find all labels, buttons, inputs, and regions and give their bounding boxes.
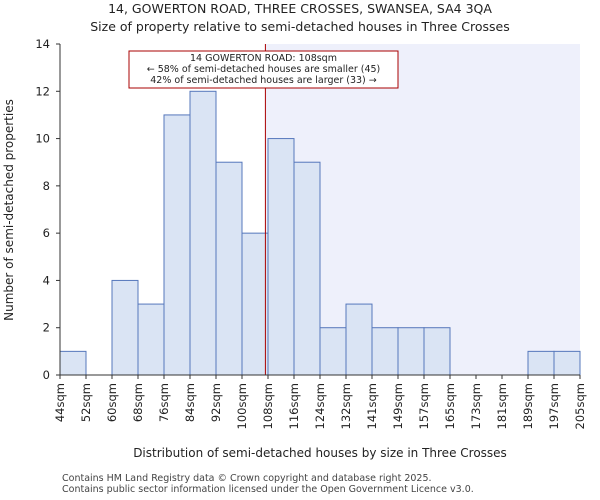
- annotation-box: 14 GOWERTON ROAD: 108sqm ← 58% of semi-d…: [128, 50, 399, 89]
- annotation-frame: [128, 50, 399, 89]
- x-tick-label: 68sqm: [131, 383, 145, 422]
- y-tick-label: 8: [43, 179, 50, 193]
- annotation-line: ← 58% of semi-detached houses are smalle…: [147, 64, 381, 75]
- bar: [267, 138, 295, 376]
- bar: [319, 327, 347, 376]
- x-tick-label: 100sqm: [235, 383, 249, 429]
- x-tick-label: 84sqm: [183, 383, 197, 422]
- footer-copyright: Contains HM Land Registry data © Crown c…: [62, 473, 432, 484]
- y-tick-label: 4: [43, 273, 50, 287]
- y-tick-label: 12: [35, 84, 50, 98]
- x-tick-label: 60sqm: [105, 383, 119, 422]
- x-tick-label: 189sqm: [521, 383, 535, 429]
- y-ticks: 0 2 4 6 8 10 12 14: [35, 37, 60, 382]
- bar: [215, 161, 243, 376]
- chart-subtitle: Size of property relative to semi-detach…: [90, 19, 510, 34]
- bar: [553, 350, 581, 376]
- x-tick-label: 116sqm: [287, 383, 301, 429]
- x-tick-label: 44sqm: [53, 383, 67, 422]
- x-tick-label: 92sqm: [209, 383, 223, 422]
- bar: [371, 327, 399, 376]
- x-tick-label: 165sqm: [443, 383, 457, 429]
- x-tick-label: 124sqm: [313, 383, 327, 429]
- annotation-line: 14 GOWERTON ROAD: 108sqm: [190, 53, 337, 64]
- x-tick-label: 205sqm: [573, 383, 587, 429]
- y-tick-label: 6: [43, 226, 50, 240]
- bar: [423, 327, 451, 376]
- y-tick-label: 0: [43, 368, 50, 382]
- x-tick-label: 173sqm: [469, 383, 483, 429]
- bar: [163, 114, 191, 376]
- y-tick-label: 2: [43, 321, 50, 335]
- y-axis-label: Number of semi-detached properties: [2, 99, 16, 321]
- bar: [189, 90, 217, 376]
- bar: [345, 303, 373, 376]
- x-tick-label: 76sqm: [157, 383, 171, 422]
- footer-licence: Contains public sector information licen…: [62, 484, 474, 495]
- bar: [397, 327, 425, 376]
- x-ticks: 44sqm 52sqm 60sqm 68sqm 76sqm 84sqm 92sqm 100sq…: [53, 375, 587, 429]
- y-tick-label: 14: [35, 37, 50, 51]
- annotation-line: 42% of semi-detached houses are larger (…: [150, 75, 377, 86]
- x-tick-label: 149sqm: [391, 383, 405, 429]
- x-tick-label: 52sqm: [79, 383, 93, 422]
- bar: [241, 232, 269, 376]
- bar: [293, 161, 321, 376]
- x-axis-label: Distribution of semi-detached houses by …: [133, 446, 507, 460]
- bar: [111, 279, 139, 376]
- bars: [59, 90, 581, 376]
- bar: [527, 350, 555, 376]
- x-tick-label: 181sqm: [495, 383, 509, 429]
- x-tick-label: 157sqm: [417, 383, 431, 429]
- x-tick-label: 141sqm: [365, 383, 379, 429]
- bar: [59, 350, 87, 376]
- bar: [137, 303, 165, 376]
- x-tick-label: 197sqm: [547, 383, 561, 429]
- x-tick-label: 108sqm: [261, 383, 275, 429]
- x-tick-label: 132sqm: [339, 383, 353, 429]
- chart-title: 14, GOWERTON ROAD, THREE CROSSES, SWANSE…: [108, 1, 492, 16]
- y-tick-label: 10: [35, 132, 50, 146]
